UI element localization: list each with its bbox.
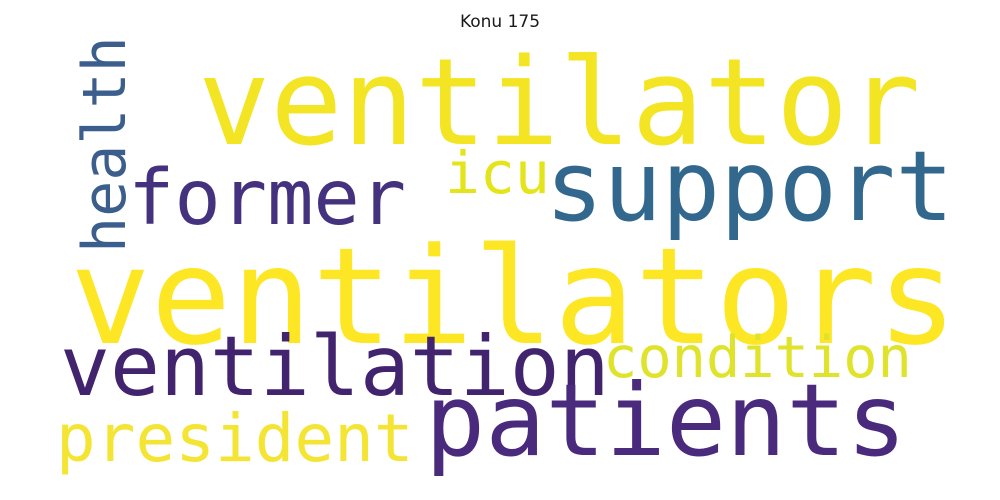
word-ventilators: ventilators: [70, 219, 958, 375]
word-president: president: [56, 400, 414, 477]
chart-title: Konu 175: [459, 12, 541, 32]
word-health: health: [70, 36, 140, 253]
word-patients: patients: [425, 362, 907, 479]
word-ventilator: ventilator: [198, 34, 921, 173]
word-support: support: [545, 130, 954, 243]
word-icu: icu: [445, 139, 550, 207]
word-ventilation: ventilation: [60, 318, 610, 415]
word-condition: condition: [603, 325, 912, 391]
word-former: former: [128, 154, 407, 243]
